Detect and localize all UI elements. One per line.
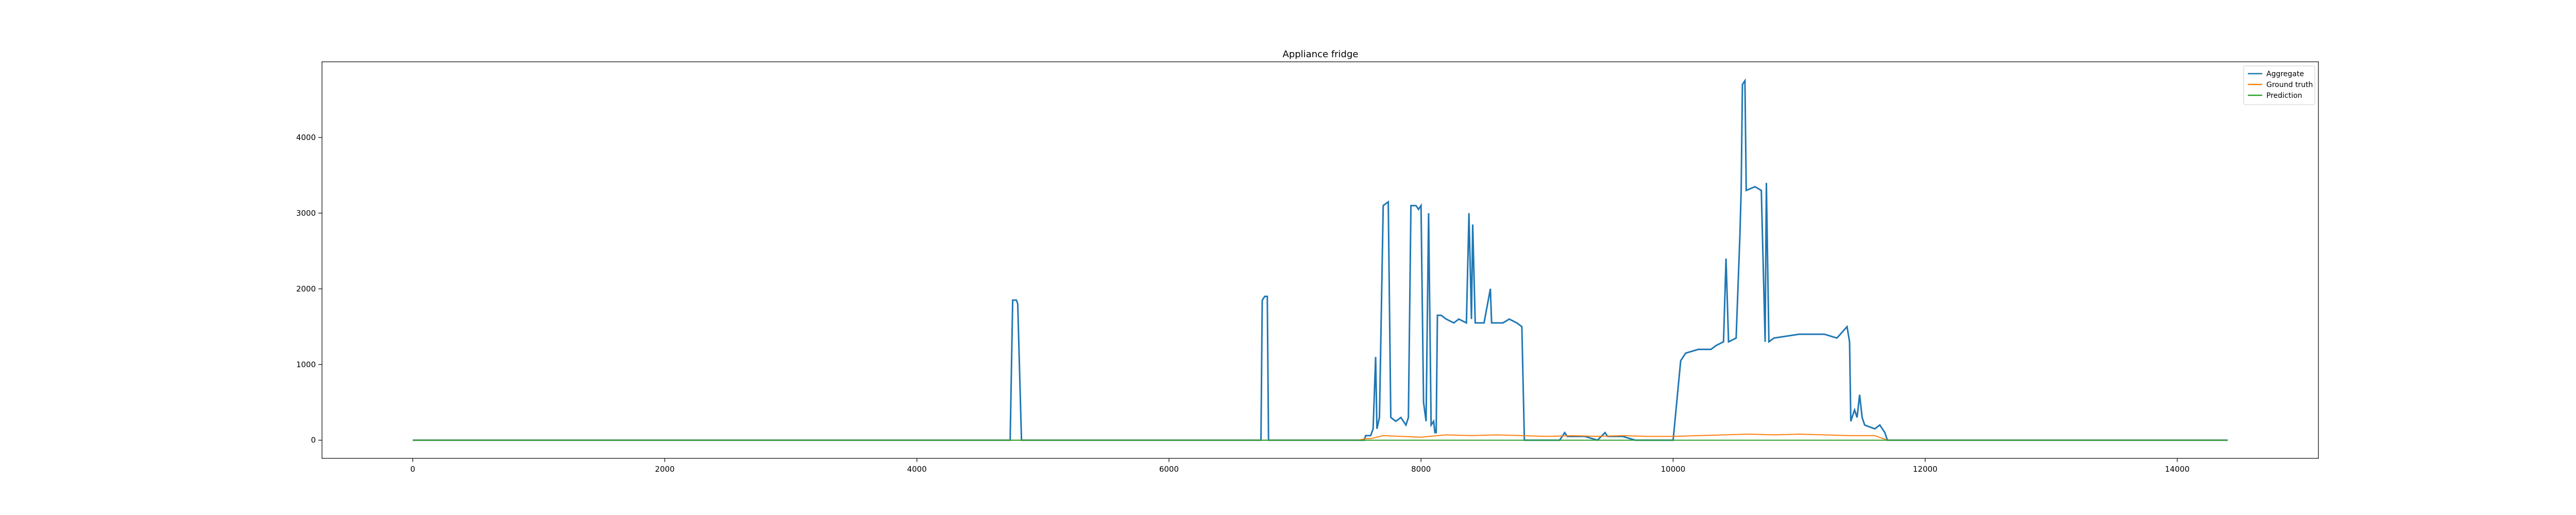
legend-label: Aggregate <box>2266 70 2304 78</box>
series-layer <box>413 78 2228 441</box>
tick-layer: 0 2000 4000 6000 8000 10000 12000 14000 0 1000 200… <box>296 133 2190 474</box>
chart-title: Appliance fridge <box>1283 49 1359 60</box>
plot-frame <box>321 61 2319 459</box>
y-tick-label: 0 <box>311 436 316 445</box>
y-tick-label: 1000 <box>296 360 316 369</box>
legend-label: Prediction <box>2266 92 2302 100</box>
y-tick-label: 4000 <box>296 133 316 142</box>
x-tick-label: 8000 <box>1411 465 1431 474</box>
y-tick-label: 2000 <box>296 284 316 294</box>
x-tick-label: 4000 <box>907 465 927 474</box>
x-tick-label: 12000 <box>1913 465 1938 474</box>
plot-area <box>322 62 2318 458</box>
legend-label: Ground truth <box>2266 81 2313 89</box>
y-tick-label: 3000 <box>296 209 316 218</box>
series-line-aggregate <box>413 78 2228 441</box>
x-tick-label: 2000 <box>655 465 674 474</box>
x-tick-label: 6000 <box>1159 465 1179 474</box>
legend: Aggregate Ground truth Prediction <box>2243 65 2315 105</box>
series-line-ground-truth <box>413 433 2228 441</box>
x-tick-label: 0 <box>410 465 415 474</box>
x-tick-label: 10000 <box>1661 465 1686 474</box>
x-tick-label: 14000 <box>2165 465 2190 474</box>
